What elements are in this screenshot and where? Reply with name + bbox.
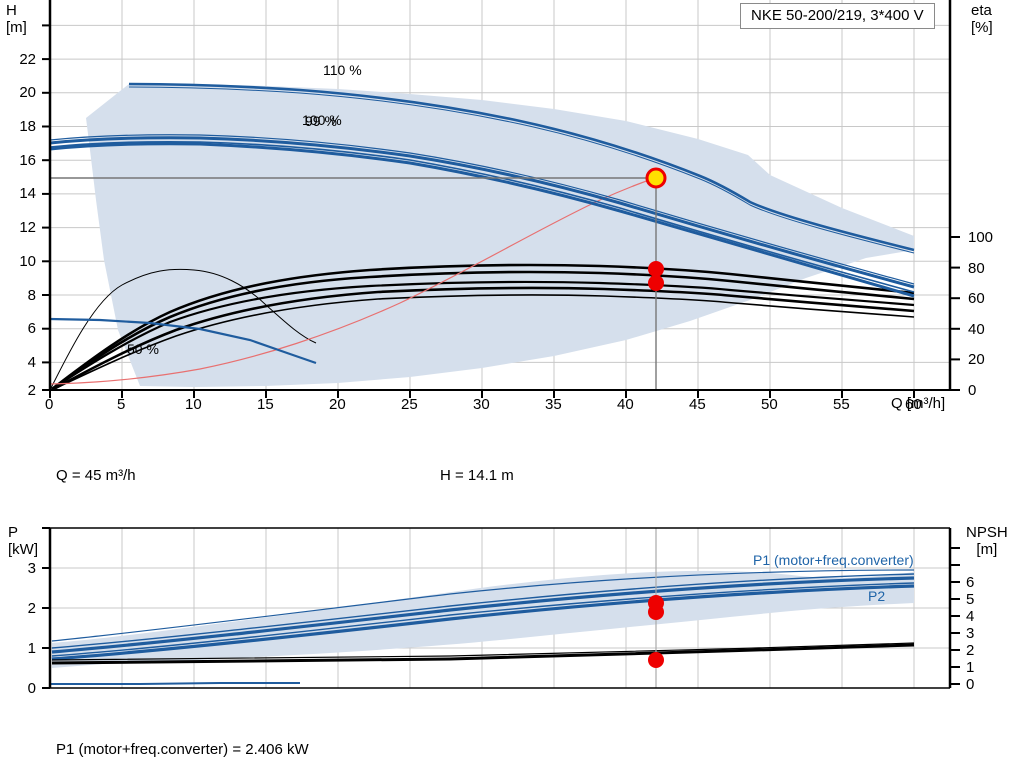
top-y2-tick-20: 20	[968, 351, 985, 368]
top-y-axis-title: H [m]	[6, 2, 27, 36]
duty-point-marker-head	[645, 167, 667, 189]
chart-title-box: NKE 50-200/219, 3*400 V	[740, 3, 935, 29]
p1-curve-inner	[51, 573, 915, 649]
top-y2-tick-100: 100	[968, 229, 994, 246]
top-right-ticks	[950, 236, 960, 391]
power-info: P1 (motor+freq.converter) = 2.406 kW P2 …	[56, 700, 309, 781]
curve-label-100: 100 %	[302, 112, 342, 128]
duty-point-marker-p2	[648, 604, 664, 620]
top-x-tick-20: 20	[329, 396, 346, 413]
p2-curve-inner	[51, 582, 915, 657]
top-x-tick-45: 45	[689, 396, 706, 413]
head-curve-50	[50, 317, 317, 365]
top-y-tick-8: 8	[27, 287, 36, 304]
duty-point-marker-eta-pump	[648, 261, 664, 277]
npsh-curve	[51, 643, 915, 665]
duty-point-marker-npsh	[648, 652, 664, 668]
bottom-y-tick-1: 1	[27, 640, 36, 657]
top-bottom-ticks	[49, 390, 915, 398]
bottom-y2-axis-title: NPSH [m]	[966, 524, 1008, 558]
head-curve-110-inner	[128, 86, 915, 254]
bottom-left-ticks	[42, 527, 50, 689]
bottom-y2-tick-4: 4	[966, 608, 975, 625]
top-x-tick-5: 5	[117, 396, 126, 413]
power-info-line-1: P1 (motor+freq.converter) = 2.406 kW	[56, 741, 309, 758]
bottom-y2-tick-5: 5	[966, 591, 975, 608]
top-y2-tick-40: 40	[968, 321, 985, 338]
series-label-p2: P2	[868, 588, 886, 604]
npsh-curve-thin	[51, 642, 915, 661]
top-y2-axis-title: eta [%]	[971, 2, 993, 36]
top-x-tick-15: 15	[257, 396, 274, 413]
duty-info-left-line-1: Q = 45 m³/h	[56, 467, 136, 484]
top-y2-tick-60: 60	[968, 290, 985, 307]
curve-label-110: 110 %	[323, 62, 362, 78]
top-y-tick-14: 14	[19, 185, 36, 202]
bottom-y2-tick-1: 1	[966, 659, 975, 676]
top-x-tick-30: 30	[473, 396, 490, 413]
curve-label-99: 99 %	[305, 113, 337, 129]
duty-point-marker-eta-total	[648, 275, 664, 291]
head-efficiency-chart	[42, 0, 960, 398]
curve-label-50: 50 %	[127, 341, 159, 357]
top-x-tick-35: 35	[545, 396, 562, 413]
p1-upper-line	[51, 569, 915, 642]
top-x-tick-0: 0	[45, 396, 54, 413]
top-x-tick-10: 10	[185, 396, 202, 413]
top-y-tick-10: 10	[19, 253, 36, 270]
series-label-p1: P1 (motor+freq.converter)	[753, 552, 914, 568]
p1-curve	[51, 576, 915, 654]
top-x-axis-title: Q [m³/h]	[891, 395, 946, 412]
bottom-y2-tick-2: 2	[966, 642, 975, 659]
top-y-tick-2: 2	[27, 382, 36, 399]
bottom-y-tick-3: 3	[27, 560, 36, 577]
power-low-speed-curve	[50, 682, 300, 685]
top-y-tick-12: 12	[19, 219, 36, 236]
head-curve-110	[128, 82, 915, 252]
p2-curve	[51, 584, 915, 661]
top-x-tick-40: 40	[617, 396, 634, 413]
top-x-tick-25: 25	[401, 396, 418, 413]
operating-band-area	[86, 84, 914, 387]
system-curve	[50, 177, 657, 385]
bottom-y2-tick-0: 0	[966, 676, 975, 693]
bottom-y-tick-2: 2	[27, 600, 36, 617]
top-y-tick-16: 16	[19, 152, 36, 169]
bottom-right-ticks	[950, 547, 960, 685]
bottom-y-axis-title: P [kW]	[8, 524, 38, 558]
top-y-tick-6: 6	[27, 320, 36, 337]
top-y-tick-4: 4	[27, 354, 36, 371]
head-curve-100-bundle	[50, 134, 915, 298]
duty-info-right-line-1: H = 14.1 m	[440, 467, 514, 484]
bottom-y2-tick-3: 3	[966, 625, 975, 642]
eta-pump-curves	[51, 263, 915, 390]
top-x-tick-55: 55	[833, 396, 850, 413]
top-y2-tick-0: 0	[968, 382, 977, 399]
top-x-tick-60: 60	[905, 396, 922, 413]
top-y-tick-18: 18	[19, 118, 36, 135]
top-y2-tick-80: 80	[968, 260, 985, 277]
bottom-y-tick-0: 0	[27, 680, 36, 697]
top-x-tick-50: 50	[761, 396, 778, 413]
top-y-tick-20: 20	[19, 84, 36, 101]
top-left-ticks	[42, 24, 50, 391]
top-y-tick-22: 22	[19, 51, 36, 68]
bottom-y2-tick-6: 6	[966, 574, 975, 591]
